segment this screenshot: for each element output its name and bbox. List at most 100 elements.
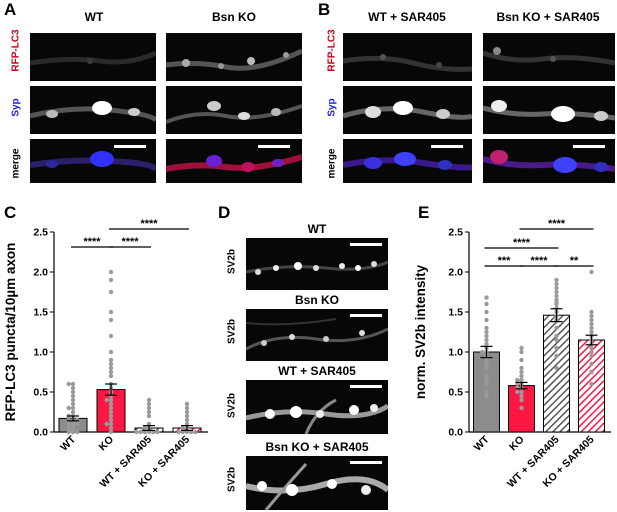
data-point (554, 345, 559, 351)
data-point (589, 353, 594, 359)
y-tick-label: 1.0 (33, 347, 48, 359)
data-point (554, 325, 559, 331)
data-point (108, 409, 114, 415)
scale-bar (350, 314, 382, 317)
data-point (108, 417, 114, 423)
data-point (108, 421, 114, 427)
y-tick-label: 2.0 (33, 267, 48, 279)
data-point (146, 401, 152, 407)
data-point (146, 397, 152, 403)
scale-bar (114, 145, 146, 148)
panel-a-col-title-1: WT (84, 10, 104, 24)
chart-c: 0.0 0.5 1.0 1.5 2.0 2.5 RFP-LC3 puncta/10µm ax… (3, 218, 208, 490)
scale-bar (258, 145, 290, 148)
data-point (180, 425, 185, 431)
panel-d-row-label-3: SV2b (226, 393, 238, 419)
y-tick-label: 2.5 (448, 227, 463, 239)
panel-a-row-label-syp: Syp (10, 98, 22, 117)
data-point (484, 325, 489, 331)
panel-d-letter: D (218, 203, 231, 222)
panel-d-row-label-4: SV2b (226, 467, 238, 493)
data-point (108, 277, 114, 283)
data-point (484, 365, 489, 371)
micrograph-d-ko (246, 309, 388, 361)
y-tick-label: 0.0 (448, 427, 463, 439)
data-point (515, 385, 520, 391)
data-point (108, 405, 114, 411)
y-axis-label: RFP-LC3 puncta/10µm axon (3, 243, 18, 422)
data-point (70, 409, 76, 415)
x-tick-label: KO (507, 434, 527, 454)
data-point (554, 277, 559, 283)
significance-label: **** (121, 236, 139, 248)
data-point (108, 289, 114, 295)
bar (543, 314, 570, 433)
data-point (554, 285, 559, 291)
data-point (108, 357, 114, 363)
data-point (108, 349, 114, 355)
panel-a-letter: A (4, 0, 17, 19)
significance-label: *** (498, 255, 512, 267)
panel-b-row-label-syp: Syp (326, 98, 338, 117)
x-tick-label: WT (472, 433, 492, 453)
y-tick-label: 1.0 (448, 347, 463, 359)
data-point (108, 269, 114, 275)
data-point (146, 409, 152, 415)
panel-b-col-title-2: Bsn KO + SAR405 (496, 10, 600, 24)
data-point (66, 405, 72, 411)
data-point (515, 389, 520, 395)
data-point (70, 393, 76, 399)
data-point (184, 417, 190, 423)
data-point (589, 345, 594, 351)
data-point (108, 397, 114, 403)
data-point (484, 317, 489, 323)
micrograph-b-wt-syp (343, 86, 472, 134)
data-point (108, 365, 114, 371)
significance-label: **** (548, 218, 566, 230)
data-point (519, 373, 524, 379)
data-point (146, 405, 152, 411)
data-point (484, 301, 489, 307)
data-point (70, 429, 76, 435)
data-point (484, 389, 489, 395)
micrograph-b-ko-merge (483, 139, 615, 183)
micrograph-a-ko-merge (166, 139, 302, 183)
x-tick-label: KO (96, 434, 116, 454)
y-tick-label: 1.5 (33, 307, 48, 319)
panel-d-title-2: Bsn KO (294, 293, 339, 307)
data-point (134, 429, 139, 435)
data-point (108, 425, 114, 431)
significance-label: **** (530, 255, 548, 267)
panel-b-letter: B (318, 0, 331, 19)
panel-b-row-label-merge: merge (326, 148, 338, 179)
panel-e-letter: E (418, 203, 430, 222)
data-point (75, 429, 80, 435)
data-point (515, 377, 520, 383)
data-point (484, 295, 489, 300)
significance-label: **** (140, 218, 158, 230)
data-point (484, 393, 489, 399)
data-point (554, 365, 559, 371)
data-point (519, 345, 524, 351)
data-point (184, 401, 190, 407)
micrograph-b-ko-syp (483, 86, 615, 134)
data-point (554, 353, 559, 359)
panel-d-title-3: WT + SAR405 (278, 364, 356, 378)
data-point (519, 397, 524, 403)
data-point (480, 349, 485, 355)
data-point (484, 333, 489, 339)
data-point (184, 413, 190, 419)
scale-bar (431, 145, 463, 148)
panel-d-row-label-1: SV2b (226, 249, 238, 275)
data-point (66, 429, 72, 435)
y-tick-label: 0.5 (33, 387, 48, 399)
micrograph-b-wt-merge (343, 139, 472, 183)
data-point (589, 317, 594, 323)
y-tick-label: 0.0 (33, 427, 48, 439)
data-point (519, 349, 524, 355)
data-point (70, 389, 76, 395)
data-point (66, 417, 72, 423)
data-point (484, 337, 489, 343)
data-point (589, 381, 594, 387)
data-point (554, 337, 559, 343)
